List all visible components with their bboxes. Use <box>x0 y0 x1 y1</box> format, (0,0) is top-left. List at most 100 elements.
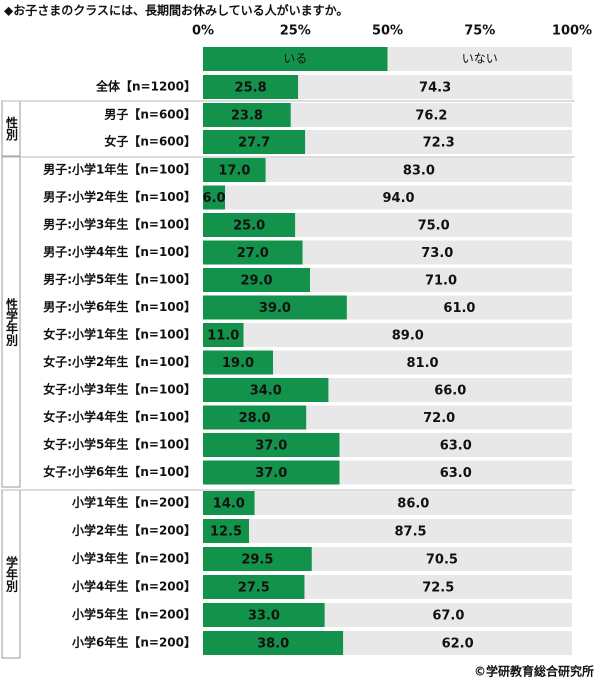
y-tick-label: 小学1年生【n=200】 <box>72 495 196 510</box>
legend-swatch <box>203 47 388 71</box>
bar-segment <box>203 433 340 457</box>
y-tick-label: 女子:小学1年生【n=100】 <box>43 327 196 342</box>
y-tick-label: 女子:小学2年生【n=100】 <box>43 354 196 369</box>
bar-segment <box>328 378 572 402</box>
data-label: 39.0 <box>259 301 291 316</box>
bar-segment <box>304 575 572 599</box>
bar-segment <box>243 323 572 347</box>
bar-segment <box>343 631 572 655</box>
bar-segment <box>203 103 291 127</box>
data-label: 34.0 <box>250 384 282 399</box>
bar-segment <box>203 323 244 347</box>
bar-segment <box>265 158 572 182</box>
bar-segment <box>324 603 572 627</box>
data-label: 6.0 <box>203 191 226 206</box>
data-label: 25.8 <box>235 81 267 96</box>
bar-segment <box>203 575 305 599</box>
data-label: 19.0 <box>222 356 254 371</box>
data-label: 83.0 <box>403 164 435 179</box>
source: ©学研教育総合研究所 <box>474 664 594 679</box>
data-label: 71.0 <box>425 274 457 289</box>
y-tick-label: 女子:小学3年生【n=100】 <box>43 382 196 397</box>
bar-segment <box>203 268 311 292</box>
group-label: 学年別 <box>5 555 19 593</box>
bar-segment <box>203 519 250 543</box>
bar-segment <box>203 378 329 402</box>
data-label: 87.5 <box>395 525 427 540</box>
y-tick-label: 小学6年生【n=200】 <box>72 635 196 650</box>
bar-segment <box>346 295 572 320</box>
y-tick-label: 男子:小学4年生【n=100】 <box>43 244 196 259</box>
data-label: 66.0 <box>434 384 466 399</box>
x-tick-label: 0% <box>192 24 214 39</box>
bar-segment <box>311 547 572 571</box>
data-label: 70.5 <box>426 553 458 568</box>
legend-label: いる <box>283 52 307 66</box>
data-label: 75.0 <box>418 219 450 234</box>
data-label: 37.0 <box>255 439 287 454</box>
y-tick-label: 小学5年生【n=200】 <box>72 607 196 622</box>
data-label: 62.0 <box>442 637 474 652</box>
data-label: 81.0 <box>407 356 439 371</box>
bar-segment <box>203 491 255 515</box>
bar-segment <box>339 460 572 485</box>
chart-title: ◆お子さまのクラスには、長期間お休みしている人がいますか。 <box>4 3 348 18</box>
bar-segment <box>203 185 226 210</box>
data-label: 37.0 <box>255 466 287 481</box>
data-label: 89.0 <box>392 329 424 344</box>
data-label: 33.0 <box>248 609 280 624</box>
bar-segment <box>298 75 573 99</box>
data-label: 38.0 <box>257 637 289 652</box>
bar-segment <box>310 268 572 292</box>
data-label: 67.0 <box>432 609 464 624</box>
x-tick-label: 75% <box>464 24 495 39</box>
bar-segment <box>273 350 572 375</box>
group-label: 性学年別 <box>5 297 19 347</box>
bar-segment <box>203 213 296 237</box>
bar-segment <box>203 75 299 99</box>
y-tick-label: 小学4年生【n=200】 <box>72 579 196 594</box>
bar-segment <box>290 103 572 127</box>
y-tick-label: 女子:小学5年生【n=100】 <box>43 437 196 452</box>
bar-segment <box>306 405 572 430</box>
bar-segment <box>203 350 274 375</box>
data-label: 63.0 <box>440 466 472 481</box>
y-tick-label: 男子:小学1年生【n=100】 <box>43 162 196 177</box>
bar-segment <box>339 433 572 457</box>
data-label: 63.0 <box>440 439 472 454</box>
y-tick-label: 男子【n=600】 <box>104 107 196 122</box>
y-tick-label: 女子【n=600】 <box>104 134 196 149</box>
bar-segment <box>305 130 572 154</box>
data-label: 73.0 <box>421 246 453 261</box>
legend-swatch <box>387 47 572 71</box>
bar-segment <box>203 547 312 571</box>
data-label: 28.0 <box>239 411 271 426</box>
bar-segment <box>225 185 572 210</box>
y-tick-label: 小学3年生【n=200】 <box>72 551 196 566</box>
x-tick-label: 50% <box>372 24 403 39</box>
bar-segment <box>203 405 307 430</box>
data-label: 17.0 <box>218 164 250 179</box>
bar-segment <box>302 240 572 265</box>
data-label: 23.8 <box>231 109 263 124</box>
bar-segment <box>203 295 347 320</box>
y-tick-label: 男子:小学2年生【n=100】 <box>43 189 196 204</box>
y-tick-label: 全体【n=1200】 <box>95 79 196 94</box>
data-label: 86.0 <box>397 497 429 512</box>
y-tick-label: 女子:小学6年生【n=100】 <box>43 464 196 479</box>
bar-segment <box>249 519 572 543</box>
bar-segment <box>203 631 344 655</box>
bar-segment <box>203 603 325 627</box>
bar-segment <box>254 491 572 515</box>
y-tick-label: 小学2年生【n=200】 <box>72 523 196 538</box>
data-label: 12.5 <box>210 525 242 540</box>
x-tick-label: 100% <box>552 24 592 39</box>
bar-segment <box>295 213 572 237</box>
bar-segment <box>203 460 340 485</box>
bar-segment <box>203 240 303 265</box>
data-label: 76.2 <box>415 109 447 124</box>
x-tick-label: 25% <box>280 24 311 39</box>
data-label: 27.5 <box>238 581 270 596</box>
data-label: 72.3 <box>423 136 455 151</box>
